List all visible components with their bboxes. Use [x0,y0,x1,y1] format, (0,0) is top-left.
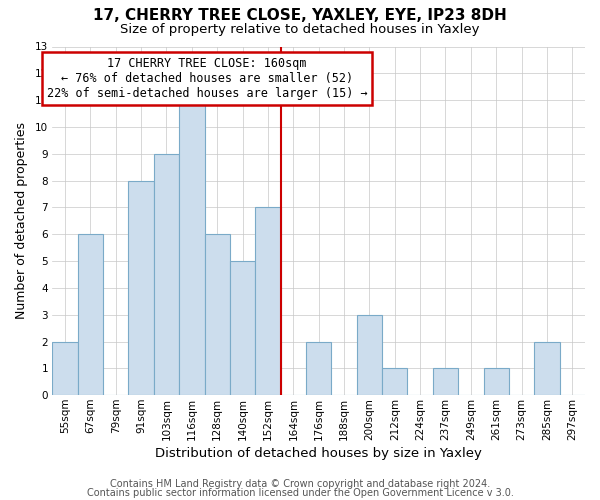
Text: 17 CHERRY TREE CLOSE: 160sqm
← 76% of detached houses are smaller (52)
22% of se: 17 CHERRY TREE CLOSE: 160sqm ← 76% of de… [47,57,367,100]
Bar [230,261,255,395]
Bar [154,154,179,395]
Bar [78,234,103,395]
Bar [433,368,458,395]
Bar [484,368,509,395]
Text: Size of property relative to detached houses in Yaxley: Size of property relative to detached ho… [120,22,480,36]
Text: Contains public sector information licensed under the Open Government Licence v : Contains public sector information licen… [86,488,514,498]
Text: 17, CHERRY TREE CLOSE, YAXLEY, EYE, IP23 8DH: 17, CHERRY TREE CLOSE, YAXLEY, EYE, IP23… [93,8,507,22]
X-axis label: Distribution of detached houses by size in Yaxley: Distribution of detached houses by size … [155,447,482,460]
Bar [179,100,205,395]
Text: Contains HM Land Registry data © Crown copyright and database right 2024.: Contains HM Land Registry data © Crown c… [110,479,490,489]
Bar [128,180,154,395]
Bar [52,342,78,395]
Bar [382,368,407,395]
Y-axis label: Number of detached properties: Number of detached properties [15,122,28,320]
Bar [306,342,331,395]
Bar [357,314,382,395]
Bar [255,208,281,395]
Bar [205,234,230,395]
Bar [534,342,560,395]
